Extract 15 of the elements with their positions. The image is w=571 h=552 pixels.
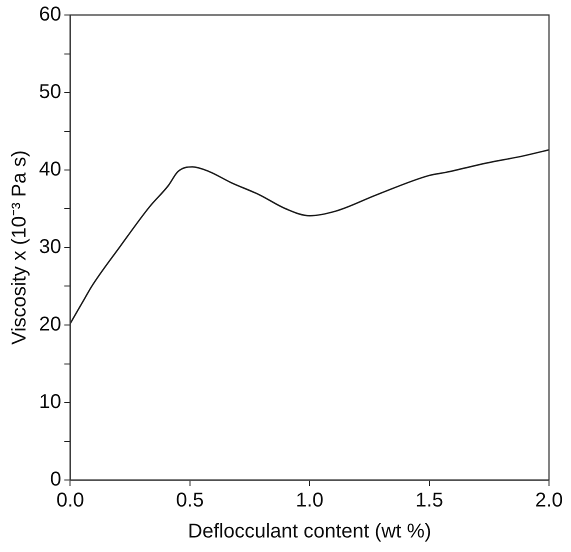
x-tick-label: 1.5 <box>415 490 444 512</box>
y-tick-label: 40 <box>38 158 62 181</box>
y-tick-label: 30 <box>38 236 62 258</box>
y-tick-label: 0 <box>50 468 62 491</box>
x-tick-label: 0.5 <box>176 490 204 512</box>
line-series <box>70 149 549 324</box>
x-tick-label: 2.0 <box>535 490 563 512</box>
x-tick-label: 0.0 <box>56 490 84 512</box>
y-tick-label: 20 <box>38 314 62 336</box>
y-tick-label: 10 <box>38 391 62 414</box>
y-tick-label: 50 <box>38 81 62 104</box>
y-axis-title: Viscosity x (10⁻³ Pa s) <box>8 150 31 345</box>
y-tick-label: 60 <box>38 4 62 26</box>
x-tick-label: 1.0 <box>296 490 324 512</box>
x-axis-title: Deflocculant content (wt %) <box>188 520 432 543</box>
